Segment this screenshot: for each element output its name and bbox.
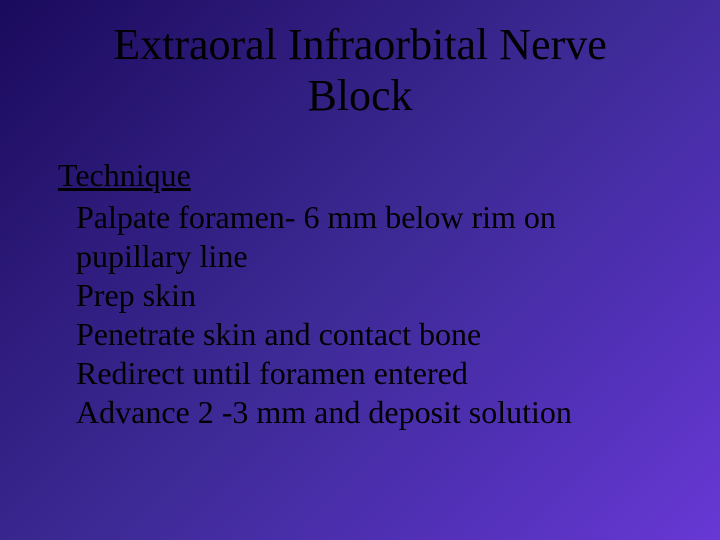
slide-title: Extraoral Infraorbital Nerve Block (50, 20, 670, 121)
technique-step: Palpate foramen- 6 mm below rim on pupil… (76, 198, 670, 276)
technique-step: Redirect until foramen entered (76, 354, 670, 393)
slide-container: Extraoral Infraorbital Nerve Block Techn… (0, 0, 720, 540)
technique-step: Prep skin (76, 276, 670, 315)
technique-step: Advance 2 -3 mm and deposit solution (76, 393, 670, 432)
section-heading: Technique (58, 157, 670, 194)
technique-step: Penetrate skin and contact bone (76, 315, 670, 354)
